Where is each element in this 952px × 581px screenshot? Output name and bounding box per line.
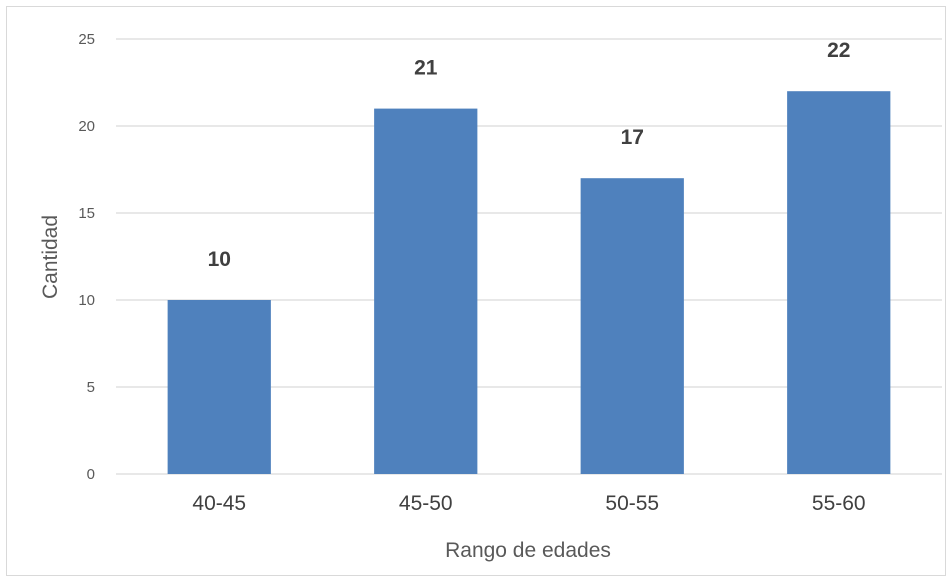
bar-45-50	[374, 108, 478, 474]
y-tick-label: 20	[78, 118, 95, 135]
bar-40-45	[167, 300, 271, 474]
data-labels: 10 21 17 22	[208, 39, 851, 271]
x-tick-label: 45-50	[399, 492, 453, 515]
x-axis-title: Rango de edades	[445, 539, 611, 562]
y-tick-label: 15	[78, 205, 95, 222]
bars	[167, 91, 891, 474]
data-label: 21	[414, 57, 438, 80]
x-tick-label: 40-45	[192, 492, 246, 515]
data-label: 17	[621, 126, 644, 149]
x-axis-ticks: 40-45 45-50 50-55 55-60	[192, 492, 865, 515]
y-tick-label: 0	[87, 466, 95, 483]
bar-55-60	[787, 91, 891, 474]
y-tick-label: 25	[78, 31, 95, 48]
y-axis-ticks: 0 5 10 15 20 25	[78, 31, 95, 483]
y-tick-label: 10	[78, 292, 95, 309]
x-tick-label: 55-60	[812, 492, 866, 515]
y-axis-title: Cantidad	[39, 215, 62, 299]
bar-50-55	[580, 178, 684, 474]
x-tick-label: 50-55	[605, 492, 659, 515]
y-tick-label: 5	[87, 379, 95, 396]
data-label: 10	[208, 248, 231, 271]
data-label: 22	[827, 39, 850, 62]
